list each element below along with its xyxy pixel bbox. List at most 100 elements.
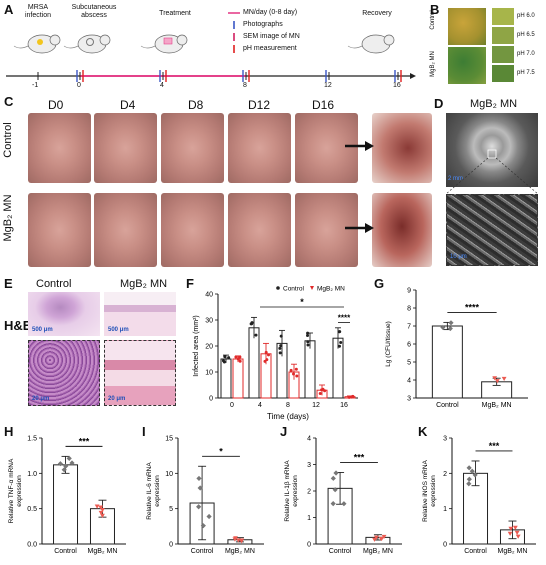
day-label: D4 — [120, 98, 136, 112]
data-point — [318, 391, 322, 395]
data-point — [507, 531, 513, 536]
data-point — [278, 346, 282, 350]
legend-item: MN/day (0-8 day) — [243, 9, 298, 16]
data-point — [306, 343, 310, 347]
x-tick-label: Control — [464, 548, 487, 555]
data-point — [263, 359, 267, 363]
data-point — [294, 367, 298, 371]
stage-label: Recovery — [362, 10, 392, 17]
y-tick-label: 1 — [443, 506, 447, 513]
timeline-tick: 4 — [160, 82, 164, 89]
bar — [220, 358, 232, 399]
day-label: D16 — [312, 98, 335, 112]
x-tick-label: MgB₂ MN — [482, 402, 512, 409]
row-label: H&E — [4, 318, 32, 333]
chart-f: 0 10 20 30 40 Infected area (mm²) Time (days) 0… — [193, 286, 358, 421]
ph-color-swatch — [492, 46, 514, 63]
x-tick-label: MgB₂ MN — [498, 548, 528, 555]
data-point — [466, 465, 472, 471]
x-axis-label: Time (days) — [267, 412, 309, 421]
significance-stars: * — [300, 297, 304, 307]
significance-stars: * — [219, 446, 223, 456]
data-point — [264, 350, 268, 354]
y-axis-label: Infected area (mm²) — [193, 315, 200, 376]
y-tick-label: 3 — [407, 396, 411, 403]
legend-marker — [276, 286, 280, 290]
data-point — [306, 333, 310, 337]
y-tick-label: 0 — [307, 542, 311, 549]
legend-label: Control — [283, 286, 305, 293]
mouse-icon — [347, 34, 395, 54]
zoom-lines — [446, 149, 538, 195]
data-point — [514, 530, 520, 535]
x-tick-label: 16 — [340, 402, 348, 409]
panel-g-label: G — [374, 276, 385, 291]
data-point — [292, 372, 296, 376]
significance-stars: **** — [338, 314, 351, 323]
data-point — [278, 351, 282, 355]
abscess-photo — [228, 193, 291, 267]
data-point — [320, 388, 324, 392]
dissected-tissue-photo — [372, 113, 432, 183]
chart-g: 3 4 5 6 7 8 9 Lg (CFU/tissue) Control MgB₂ MN **** — [385, 288, 528, 409]
y-tick-label: 10 — [165, 471, 173, 478]
y-tick-label: 2 — [443, 471, 447, 478]
y-tick-label: 10 — [205, 370, 213, 377]
y-tick-label: 20 — [205, 344, 213, 351]
data-point — [333, 470, 339, 476]
arrow-right-icon — [345, 141, 374, 151]
data-point — [196, 475, 202, 482]
scale-bar-label: 500 μm — [32, 327, 53, 333]
y-tick-label: 7 — [407, 324, 411, 331]
panel-i-label: I — [142, 424, 146, 439]
mouse-icon — [13, 34, 61, 54]
data-point — [372, 537, 377, 542]
data-point — [222, 360, 226, 364]
data-point — [236, 538, 241, 543]
abscess-photo — [228, 113, 291, 183]
x-tick-label: MgB₂ MN — [88, 548, 118, 555]
data-point — [501, 376, 507, 382]
y-tick-label: 5 — [407, 360, 411, 367]
y-tick-label: 1.0 — [27, 471, 37, 478]
data-point — [238, 359, 242, 363]
data-point — [196, 504, 202, 510]
data-point — [508, 526, 514, 532]
panel-d-label: D — [434, 96, 444, 111]
stage-label: MRSA infection — [24, 4, 52, 19]
bar — [232, 358, 244, 399]
day-label: D8 — [188, 98, 204, 112]
x-tick-label: 8 — [286, 402, 290, 409]
data-point — [337, 330, 341, 334]
data-point — [279, 344, 283, 348]
data-point — [238, 355, 242, 359]
data-point — [466, 481, 472, 487]
y-axis-label: Lg (CFU/tissue) — [385, 321, 392, 367]
y-tick-label: 4 — [407, 378, 411, 385]
chart-h: 0.0 0.5 1.0 1.5 Relative TNF-α mRNAexpressio… — [8, 436, 126, 555]
scale-bar-label: 500 μm — [108, 327, 129, 333]
significance-stars: **** — [465, 302, 480, 312]
stage-label: Treatment — [159, 10, 191, 17]
y-tick-label: 0.0 — [27, 542, 37, 549]
panel-j-label: J — [280, 424, 288, 439]
legend-item: pH measurement — [243, 45, 297, 52]
y-axis-label: Relative IL-1β mRNAexpression — [284, 460, 299, 522]
scale-bar-label: 2 mm — [448, 176, 463, 182]
scale-bar-label: 20 μm — [32, 396, 50, 402]
data-point — [233, 536, 238, 541]
abscess-photo — [28, 193, 91, 267]
legend-item: SEM image of MN — [243, 33, 300, 40]
row-label: MgB₂ MN — [430, 51, 436, 77]
significance-stars: *** — [79, 436, 90, 446]
significance-stars: *** — [354, 452, 365, 462]
data-point — [227, 356, 231, 360]
day-label: D0 — [48, 98, 64, 112]
data-point — [100, 507, 105, 513]
y-tick-label: 1.5 — [27, 436, 37, 443]
legend-item: Photographs — [243, 21, 283, 28]
scale-bar-label: 10 μm — [450, 254, 467, 260]
x-tick-label: Control — [329, 548, 352, 555]
bar — [53, 464, 79, 545]
y-axis-label: Relative TNF-α mRNAexpression — [8, 458, 23, 523]
